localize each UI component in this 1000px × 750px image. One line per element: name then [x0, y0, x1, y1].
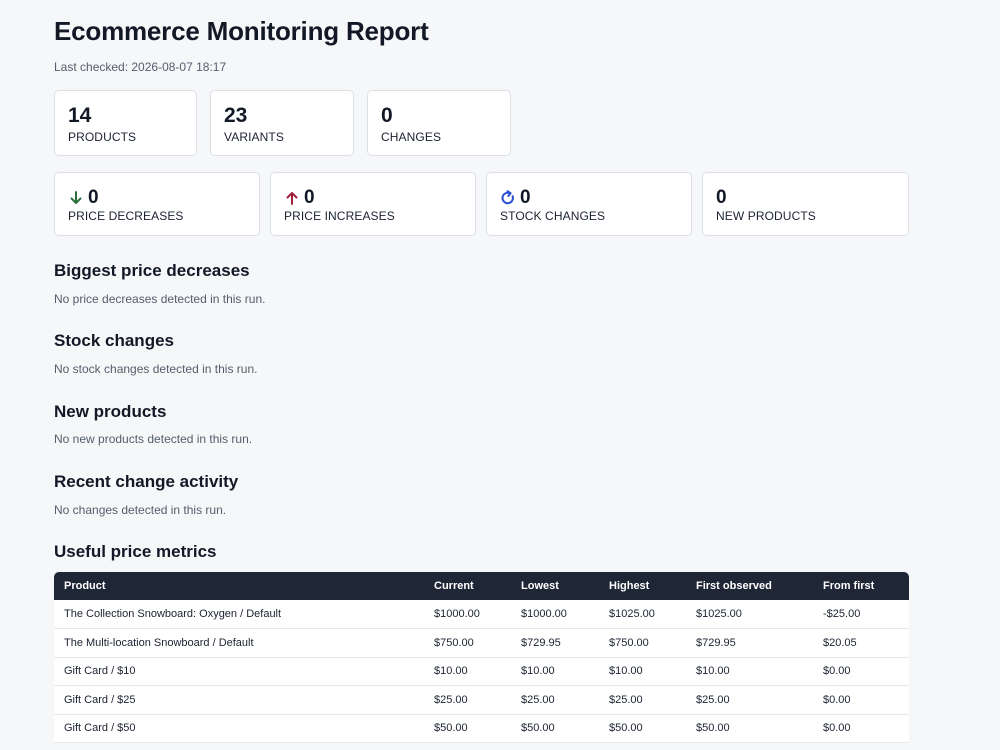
cell-highest: $750.00	[599, 628, 686, 658]
cell-first-observed: $25.00	[686, 685, 813, 715]
new-products-count: 0	[716, 187, 727, 208]
cell-current: $10.00	[424, 657, 511, 686]
cell-lowest: $25.00	[511, 685, 599, 715]
column-header-current: Current	[434, 580, 474, 592]
change-card-price-increases: 0 PRICE INCREASES	[270, 172, 476, 236]
section-note-price-decreases: No price decreases detected in this run.	[54, 292, 266, 306]
table-row: Gift Card / $10 $10.00 $10.00 $10.00 $10…	[54, 657, 909, 686]
column-header-highest: Highest	[609, 580, 650, 592]
cell-highest: $10.00	[599, 657, 686, 686]
change-label: STOCK CHANGES	[500, 209, 606, 223]
summary-value: 14	[68, 104, 92, 127]
cell-highest: $1025.00	[599, 600, 686, 629]
column-header-product: Product	[64, 580, 106, 592]
column-header-from-first: From first	[823, 580, 875, 592]
price-metrics-table: Product Current Lowest Highest First obs…	[54, 572, 909, 743]
section-title-recent-activity: Recent change activity	[54, 472, 239, 491]
cell-highest: $25.00	[599, 685, 686, 715]
section-title-price-metrics: Useful price metrics	[54, 542, 217, 561]
cell-from-first: $0.00	[813, 685, 909, 715]
arrow-up-icon	[286, 192, 298, 205]
summary-label: CHANGES	[381, 130, 442, 144]
change-card-stock-changes: 0 STOCK CHANGES	[486, 172, 692, 236]
change-label: PRICE DECREASES	[68, 209, 184, 223]
cell-product: Gift Card / $25	[54, 685, 424, 715]
cell-product: The Multi-location Snowboard / Default	[54, 628, 424, 658]
cell-lowest: $10.00	[511, 657, 599, 686]
cell-product: Gift Card / $10	[54, 657, 424, 686]
cell-current: $50.00	[424, 714, 511, 743]
cell-current: $25.00	[424, 685, 511, 715]
summary-label: PRODUCTS	[68, 130, 137, 144]
cell-product: The Collection Snowboard: Oxygen / Defau…	[54, 600, 424, 629]
section-note-recent-activity: No changes detected in this run.	[54, 503, 227, 517]
column-header-first-observed: First observed	[696, 580, 772, 592]
last-checked-timestamp: Last checked: 2026-08-07 18:17	[54, 60, 227, 74]
cell-product: Gift Card / $50	[54, 714, 424, 743]
summary-value: 23	[224, 104, 248, 127]
arrow-down-icon	[70, 191, 82, 204]
price-decreases-count: 0	[88, 187, 99, 208]
section-note-new-products: No new products detected in this run.	[54, 432, 253, 446]
summary-card-products: 14 PRODUCTS	[54, 90, 197, 156]
change-label: PRICE INCREASES	[284, 209, 395, 223]
cell-current: $1000.00	[424, 600, 511, 629]
cell-from-first: -$25.00	[813, 600, 909, 629]
section-note-stock-changes: No stock changes detected in this run.	[54, 362, 258, 376]
change-value: 0	[500, 187, 531, 209]
section-title-new-products: New products	[54, 402, 167, 421]
cell-current: $750.00	[424, 628, 511, 658]
cell-from-first: $0.00	[813, 657, 909, 686]
cell-from-first: $20.05	[813, 628, 909, 658]
change-card-new-products: 0 NEW PRODUCTS	[702, 172, 909, 236]
column-header-lowest: Lowest	[521, 580, 559, 592]
cell-first-observed: $729.95	[686, 628, 813, 658]
page-title: Ecommerce Monitoring Report	[54, 16, 429, 46]
cell-first-observed: $50.00	[686, 714, 813, 743]
cell-highest: $50.00	[599, 714, 686, 743]
table-row: Gift Card / $25 $25.00 $25.00 $25.00 $25…	[54, 685, 909, 715]
table-row: The Collection Snowboard: Oxygen / Defau…	[54, 600, 909, 629]
section-title-stock-changes: Stock changes	[54, 331, 174, 350]
cell-lowest: $1000.00	[511, 600, 599, 629]
cell-lowest: $729.95	[511, 628, 599, 658]
change-value: 0	[284, 187, 315, 209]
summary-card-variants: 23 VARIANTS	[210, 90, 354, 156]
table-row: The Multi-location Snowboard / Default $…	[54, 628, 909, 658]
cell-first-observed: $1025.00	[686, 600, 813, 629]
change-label: NEW PRODUCTS	[716, 209, 816, 223]
change-value: 0	[716, 187, 727, 209]
cell-lowest: $50.00	[511, 714, 599, 743]
cell-first-observed: $10.00	[686, 657, 813, 686]
summary-value: 0	[381, 104, 393, 127]
table-header-row: Product Current Lowest Highest First obs…	[54, 572, 909, 600]
price-increases-count: 0	[304, 187, 315, 208]
summary-label: VARIANTS	[224, 130, 284, 144]
stock-changes-count: 0	[520, 187, 531, 208]
change-value: 0	[68, 187, 99, 209]
refresh-icon	[501, 190, 514, 205]
change-card-price-decreases: 0 PRICE DECREASES	[54, 172, 260, 236]
section-title-price-decreases: Biggest price decreases	[54, 261, 250, 280]
table-row: Gift Card / $50 $50.00 $50.00 $50.00 $50…	[54, 714, 909, 743]
summary-card-changes: 0 CHANGES	[367, 90, 511, 156]
cell-from-first: $0.00	[813, 714, 909, 743]
